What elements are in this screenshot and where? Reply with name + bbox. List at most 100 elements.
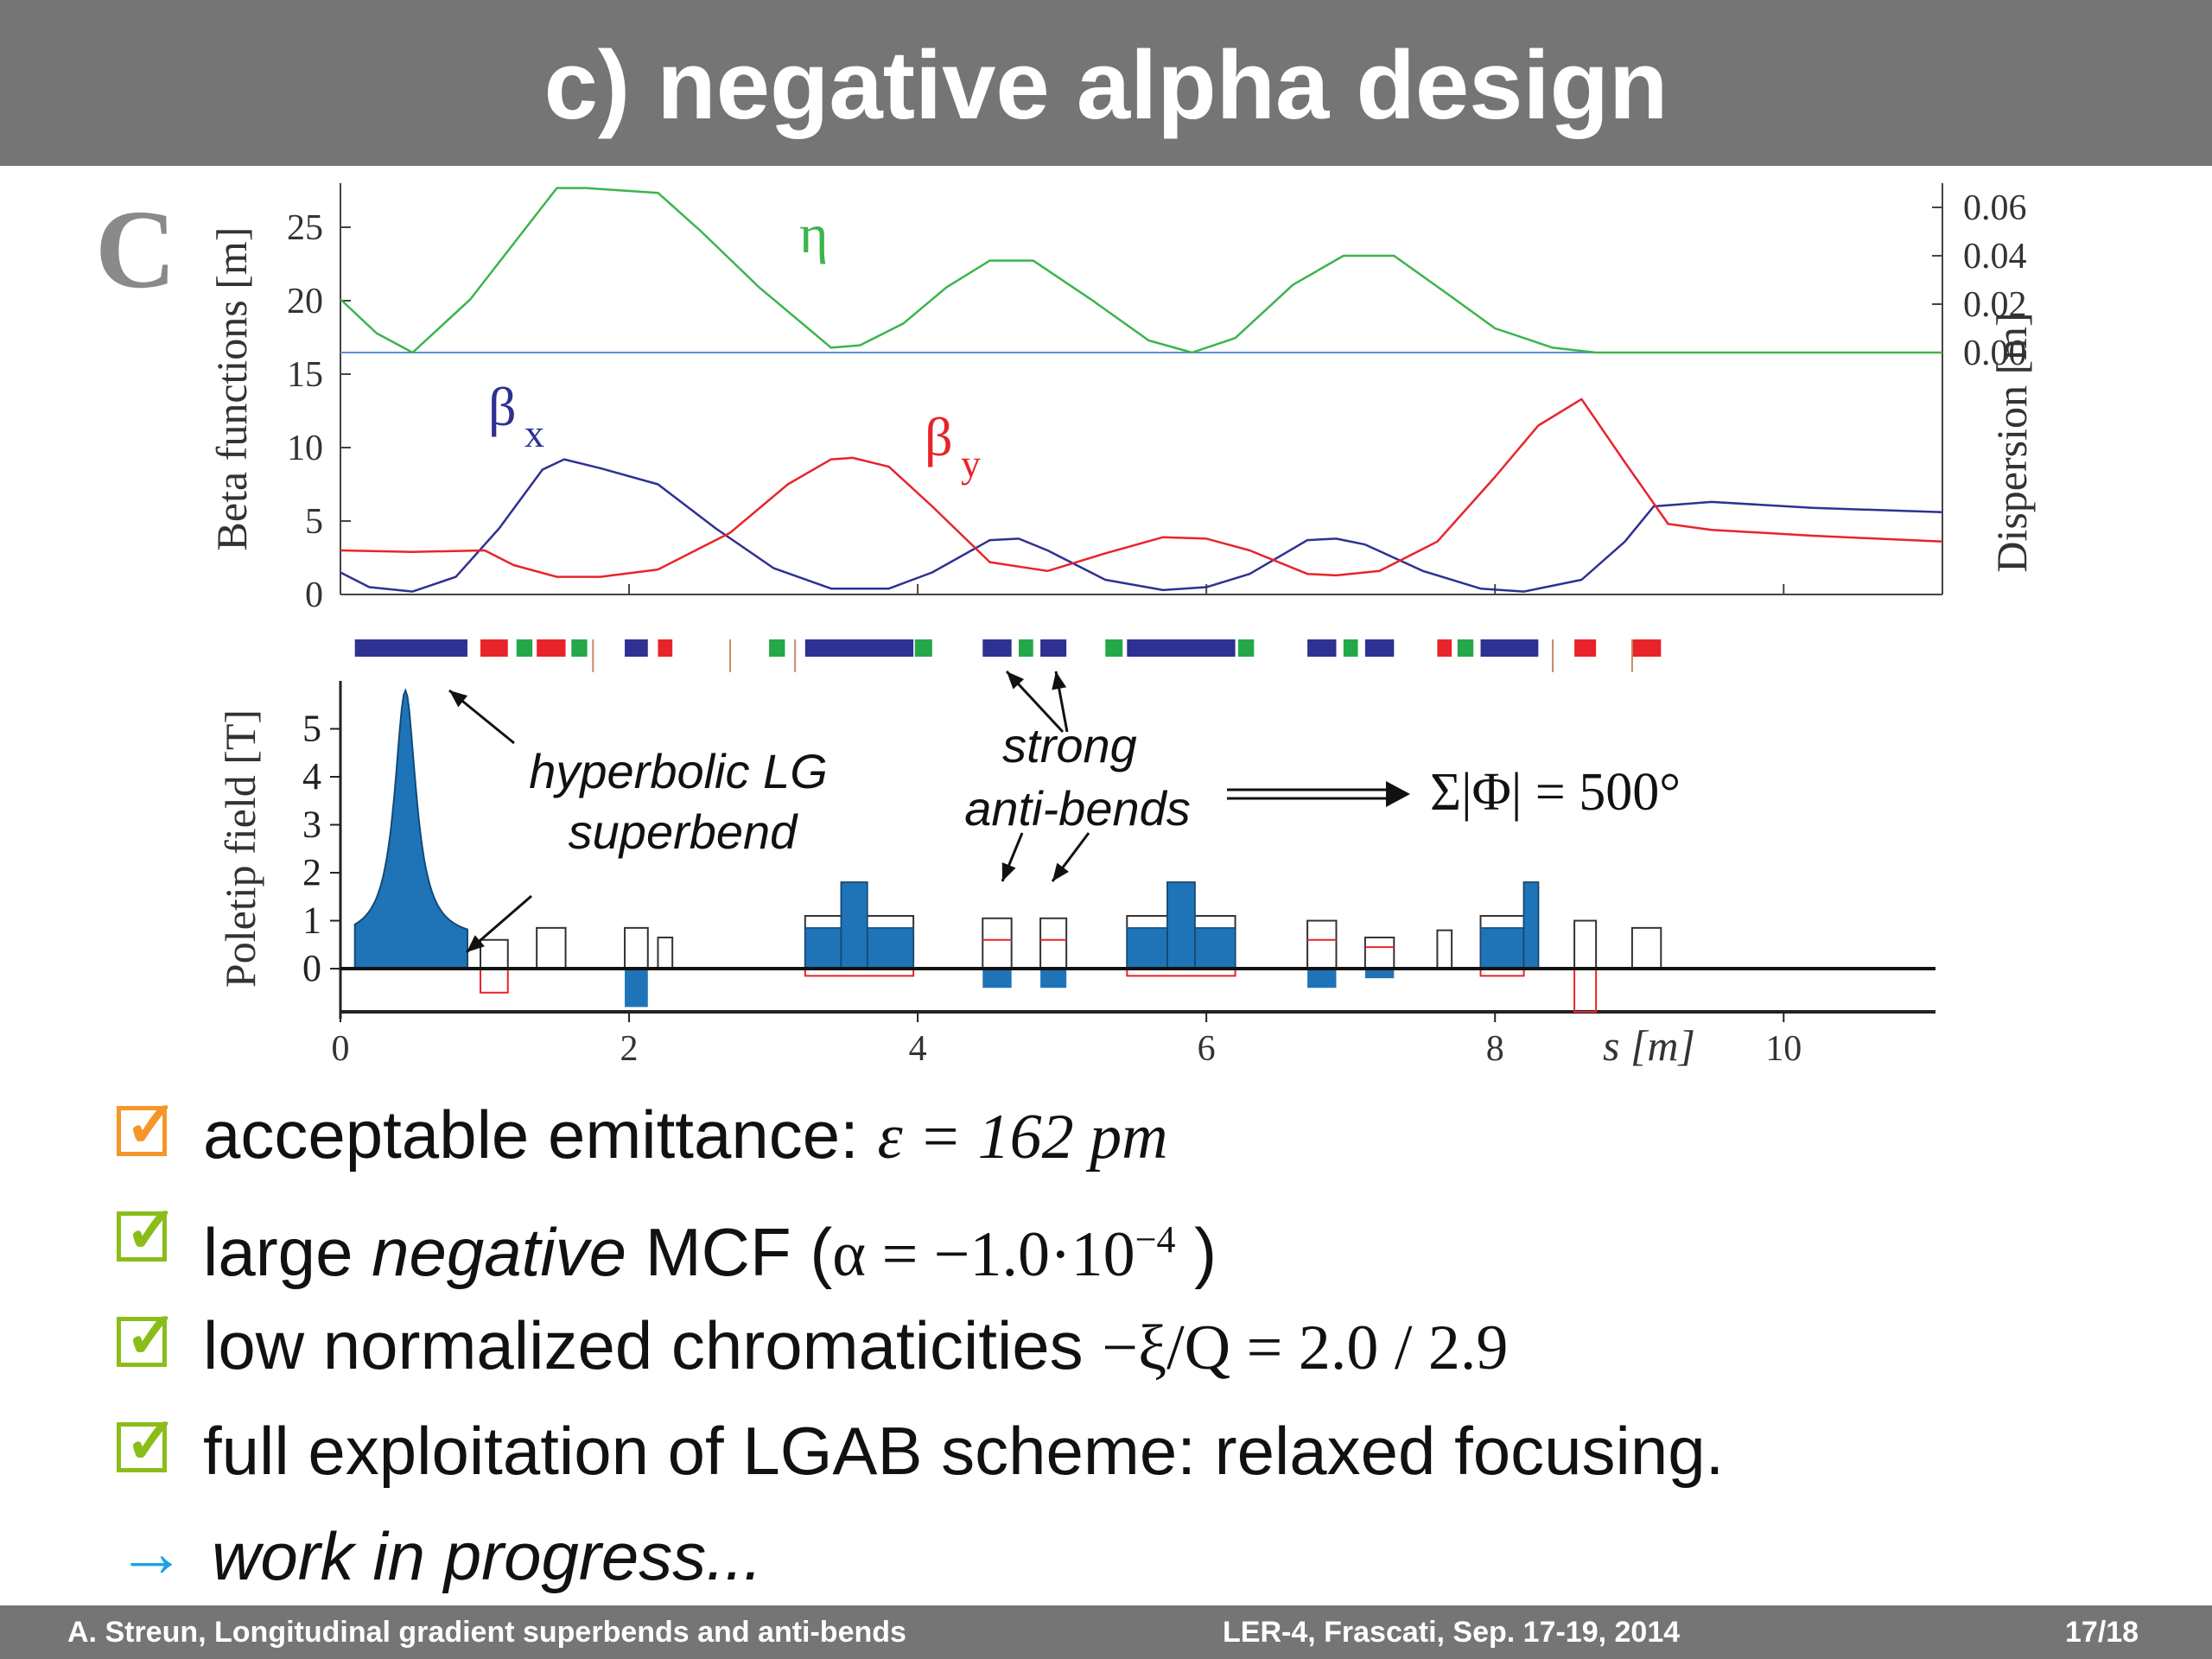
lattice-element-quad-red: [658, 639, 673, 657]
bullet-text: ): [1175, 1214, 1217, 1290]
bullet-text: large: [203, 1214, 372, 1290]
magnet-outline-bend: [624, 926, 649, 970]
lattice-element-quad-red: [1574, 639, 1597, 657]
magnet-outline-quad: [657, 936, 674, 970]
page-number: 17/18: [2065, 1616, 2139, 1649]
bullet-text: low normalized chromaticities: [203, 1307, 1103, 1383]
checkbox-icon: ✓: [117, 1093, 178, 1157]
lattice-element-quad-red: [1631, 639, 1662, 657]
magnet-outline-antibend: [1039, 917, 1068, 970]
optics-plot: 0 5 10 15 20 25 0.06 0.04 0.02 0.00 Beta functions…: [95, 183, 2036, 615]
magnet-outline-quad: [1573, 919, 1598, 970]
y2-tick-label: 0.04: [1963, 237, 2027, 276]
arrow-head: [1007, 671, 1025, 690]
magnet-outline-quad: [536, 926, 567, 970]
y-tick-label: 3: [302, 804, 321, 846]
arrow-head: [1386, 781, 1410, 807]
y-tick-label: 0: [305, 575, 323, 615]
arrow-head: [1052, 862, 1070, 881]
lattice-element-sext-green: [1457, 639, 1474, 657]
beta-y-subscript: y: [961, 442, 981, 486]
x-axis-label: s [m]: [1603, 1021, 1695, 1070]
magnet-field-bend: [840, 881, 868, 969]
checkbox-icon: ✓: [117, 1409, 178, 1473]
footer: A. Streun, Longitudinal gradient superbe…: [0, 1605, 2212, 1659]
x-tick-label: 2: [620, 1029, 639, 1069]
y-axis-label: Poletip field [T]: [216, 709, 264, 988]
y-tick-label: 4: [302, 755, 321, 798]
lattice-element-quad-red: [480, 639, 508, 657]
y2-tick-label: 0.02: [1963, 285, 2027, 325]
field-plot: 0 1 2 3 4 5 0 2 4 6 8 10 s [m] Poletip field [T] hyper…: [216, 670, 1936, 1070]
lattice-element-dipole: [804, 639, 914, 657]
magnet-field-bend: [1479, 927, 1525, 969]
magnet-outline-antibend: [1306, 919, 1338, 970]
lattice-element-sext-green: [914, 639, 932, 657]
magnet-field-negative-antibend: [1040, 969, 1067, 988]
lattice-element-dipole: [1040, 639, 1067, 657]
arrow-head: [1001, 862, 1016, 881]
bullet-text: full exploitation of LGAB scheme: relaxe…: [203, 1413, 1725, 1489]
y-tick-label: 2: [302, 851, 321, 893]
lattice-element-dipole: [982, 639, 1012, 657]
magnet-field-negative-antibend: [982, 969, 1012, 988]
lattice-element-sext-green: [1105, 639, 1123, 657]
magnet-field-bend: [1166, 881, 1196, 969]
panel-label: C: [95, 188, 176, 312]
y-tick-label: 25: [287, 208, 323, 248]
footer-conference: LER-4, Frascati, Sep. 17-19, 2014: [1223, 1616, 1681, 1649]
lattice-strip: [354, 639, 1662, 672]
magnet-negative-outline: [480, 968, 509, 994]
y-tick-label: 0: [302, 947, 321, 989]
beta-x-label: β: [488, 376, 517, 437]
arrow-head: [467, 935, 485, 952]
x-tick-label: 8: [1486, 1029, 1504, 1069]
antibend-annotation: anti-bends: [964, 781, 1191, 836]
magnet-field-negative-antibend: [1364, 969, 1395, 979]
antibend-annotation: strong: [1002, 718, 1137, 772]
lattice-element-sext-green: [516, 639, 533, 657]
series-eta: [340, 187, 1942, 354]
lattice-element-sext-green: [1237, 639, 1255, 657]
bullet-exponent: −4: [1135, 1218, 1176, 1261]
y-tick-label: 15: [287, 355, 323, 395]
superbend-field: [353, 688, 469, 970]
lattice-element-sext-green: [1019, 639, 1033, 657]
beta-y-label: β: [925, 406, 953, 467]
lattice-element-sext-green: [571, 639, 588, 657]
y-tick-label: 5: [302, 708, 321, 750]
arrow-head: [1052, 671, 1067, 690]
magnet-field-negative-antibend: [1307, 969, 1337, 988]
y-tick-label: 1: [302, 899, 321, 942]
checkbox-icon: ✓: [117, 1198, 178, 1262]
lattice-element-sext-green: [1343, 639, 1358, 657]
beta-x-subscript: x: [524, 411, 544, 455]
superbend-annotation: superbend: [569, 804, 799, 859]
magnet-outline-antibend: [1363, 936, 1395, 970]
arrow-icon: →: [117, 1514, 186, 1591]
magnet-field-bend: [1522, 881, 1540, 969]
magnet-outline-quad: [1630, 926, 1662, 970]
superbend-annotation: hyperbolic LG: [529, 744, 828, 798]
magnet-negative-outline: [1573, 968, 1598, 1013]
series-beta-x: [340, 458, 1943, 593]
lattice-element-dipole: [1364, 639, 1395, 657]
magnet-outline-antibend: [982, 917, 1013, 970]
x-tick-label: 4: [909, 1029, 927, 1069]
series-beta-y: [340, 397, 1943, 578]
bullet-math: ε = 162 pm: [877, 1102, 1168, 1173]
lattice-element-quad-red: [537, 639, 566, 657]
bullet-math: −ξ/Q = 2.0 / 2.9: [1102, 1313, 1509, 1383]
lattice-element-dipole: [354, 639, 467, 657]
y-axis-label: Beta functions [m]: [207, 227, 256, 551]
y-tick-label: 20: [287, 282, 323, 321]
bullet-text: MCF (: [626, 1214, 833, 1290]
slide-title: c) negative alpha design: [543, 31, 1669, 139]
y-tick-label: 10: [287, 429, 323, 468]
y2-axis-label: Dispersion [m]: [1987, 312, 2036, 572]
bullet-text: acceptable emittance:: [203, 1096, 878, 1173]
title-bar: c) negative alpha design: [0, 0, 2212, 166]
bullet-math: α = −1.0·10: [832, 1219, 1135, 1290]
bullet-emphasis: negative: [372, 1214, 627, 1290]
y-tick-label: 5: [305, 502, 323, 542]
